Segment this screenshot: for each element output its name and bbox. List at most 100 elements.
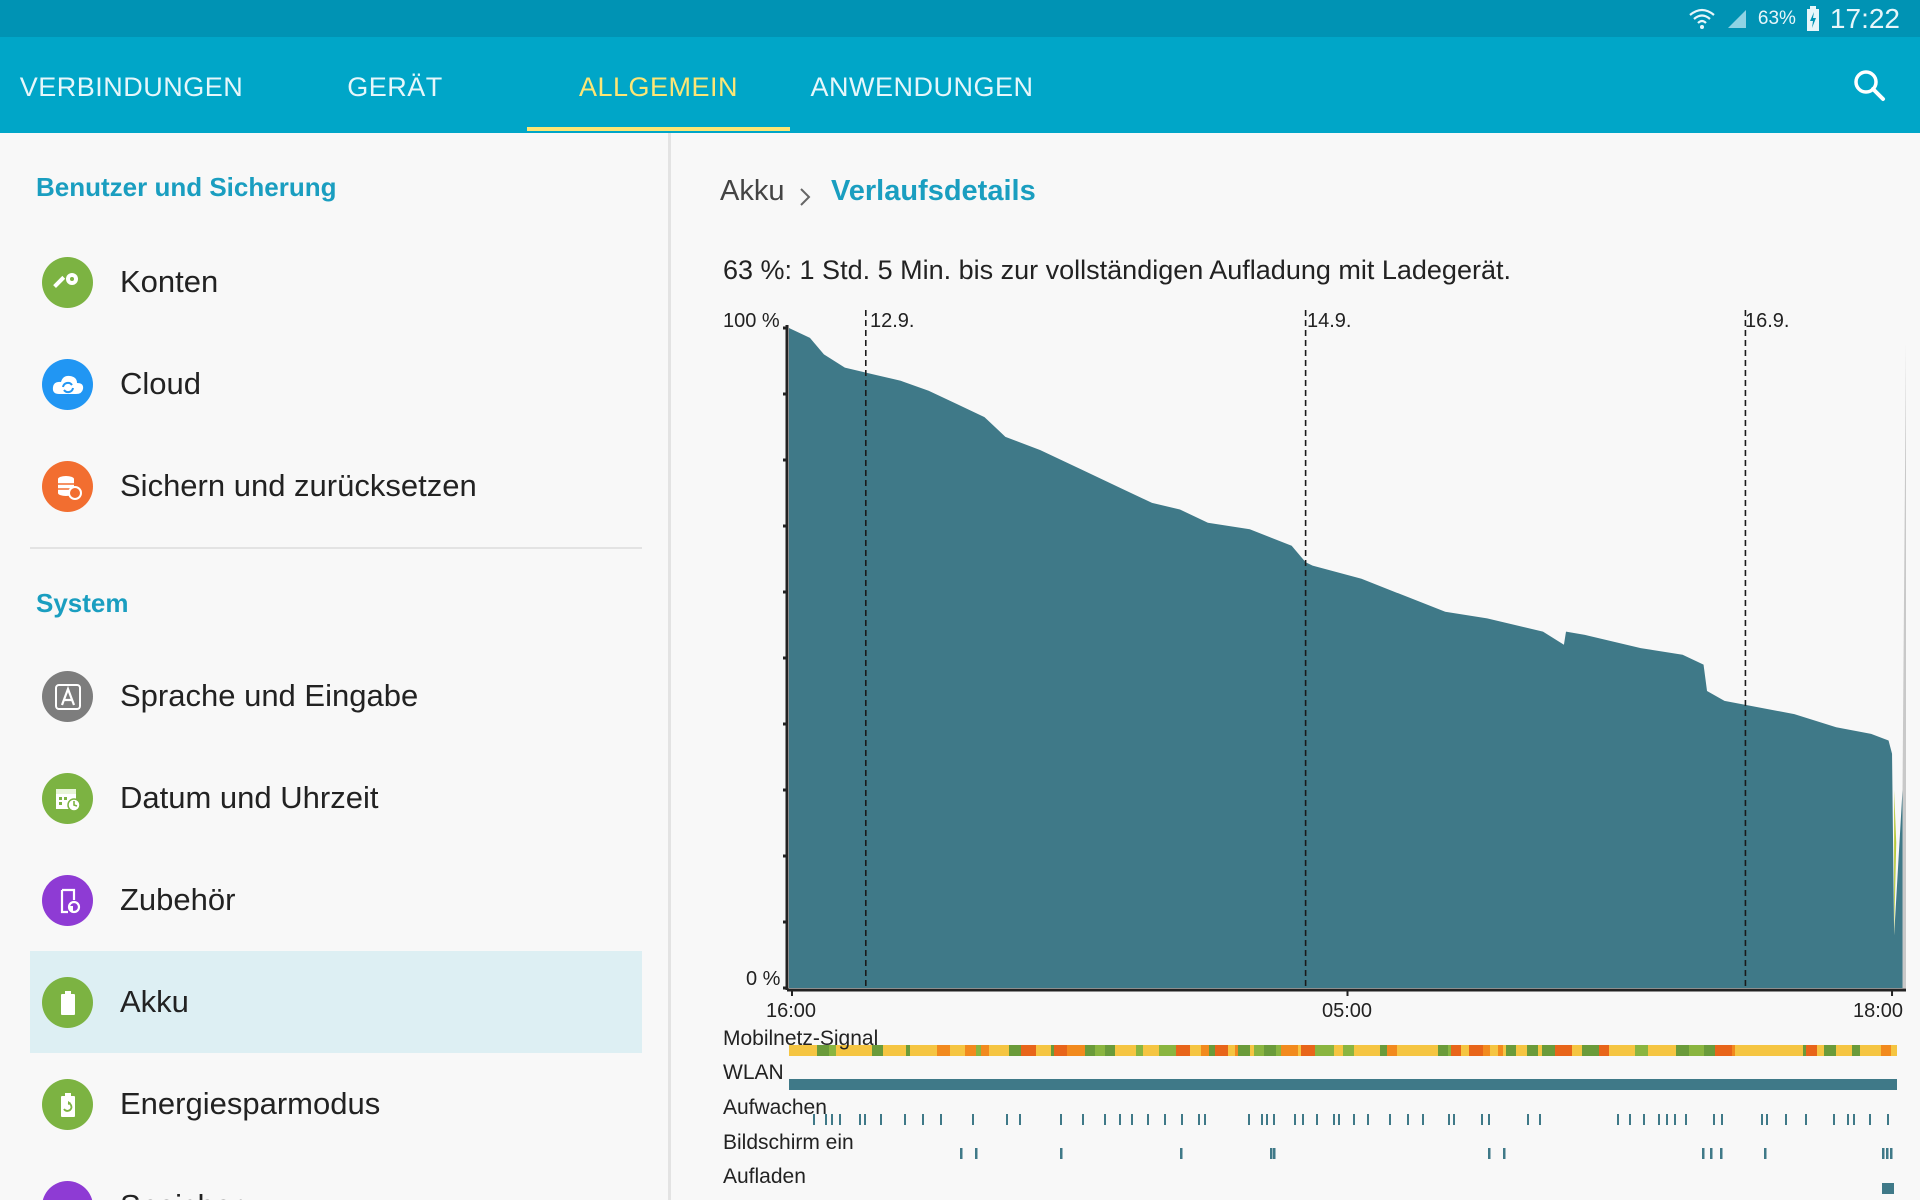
screen-on-tick [1886,1148,1889,1159]
sidebar-item-label: Konten [120,264,219,299]
signal-segment [1054,1045,1067,1056]
sidebar-item-energiesparmodus[interactable]: Energiesparmodus [30,1053,642,1155]
signal-segment [1250,1045,1254,1056]
signal-segment [1503,1045,1506,1056]
signal-segment [1190,1045,1201,1056]
search-icon[interactable] [1850,66,1890,106]
signal-segment [1235,1045,1238,1056]
signal-segment [1412,1045,1417,1056]
wake-tick [1333,1114,1335,1125]
sidebar-item-sichern-und-zuruecksetzen[interactable]: Sichern und zurücksetzen [30,435,642,537]
tab-geraet[interactable]: GERÄT [347,72,443,102]
signal-segment [1745,1045,1758,1056]
screen-on-tick [1503,1148,1506,1159]
sidebar-item-zubehoer[interactable]: Zubehör [30,849,642,951]
sidebar-item-sprache-und-eingabe[interactable]: Sprache und Eingabe [30,645,642,747]
sidebar-item-konten[interactable]: Konten [30,231,642,333]
x-tick-label: 05:00 [1322,1000,1373,1022]
wake-tick [1338,1114,1340,1125]
wake-tick [1019,1114,1021,1125]
wake-tick [1407,1114,1409,1125]
signal-segment [1254,1045,1264,1056]
signal-segment [1397,1045,1412,1056]
date-marker-label: 12.9. [870,310,915,332]
sidebar-item-label: Akku [120,984,189,1019]
wake-tick [1481,1114,1483,1125]
sidebar-item-label: Speicher [120,1155,242,1200]
wake-tick [1119,1114,1121,1125]
signal-segment [1806,1045,1811,1056]
wake-tick [1006,1114,1008,1125]
wake-tick [1766,1114,1768,1125]
signal-segment [1051,1045,1054,1056]
signal-segment [937,1045,950,1056]
signal-segment [1238,1045,1250,1056]
signal-segment [1771,1045,1777,1056]
wake-tick [1853,1114,1855,1125]
signal-segment [965,1045,976,1056]
row-label-wlan: WLAN [723,1061,784,1084]
wake-tick [1643,1114,1645,1125]
signal-segment [1417,1045,1429,1056]
signal-segment [1176,1045,1190,1056]
wake-tick [922,1114,924,1125]
wake-tick [1294,1114,1296,1125]
screen-on-tick [960,1148,963,1159]
signal-segment [1009,1045,1021,1056]
signal-segment [1370,1045,1380,1056]
sidebar-item-cloud[interactable]: Cloud [30,333,642,435]
wake-tick [1674,1114,1676,1125]
wake-tick [1353,1114,1355,1125]
wake-tick [1805,1114,1807,1125]
signal-segment [1527,1045,1538,1056]
panel-divider [668,133,671,1200]
tab-allgemein[interactable]: ALLGEMEIN [578,72,739,102]
sidebar-item-datum-und-uhrzeit[interactable]: Datum und Uhrzeit [30,747,642,849]
tab-anwendungen[interactable]: ANWENDUNGEN [810,72,1034,102]
battery-percent: 63% [1757,7,1796,29]
sidebar-item-akku[interactable]: Akku [30,951,642,1053]
signal-segment [1542,1045,1555,1056]
breadcrumb-root[interactable]: Akku [720,175,785,207]
tab-bar: VERBINDUNGEN GERÄT ALLGEMEIN ANWENDUNGEN [0,37,1920,133]
wake-tick [1266,1114,1268,1125]
section-system: System [36,588,129,618]
screen-on-tick [975,1148,978,1159]
date-marker-label: 16.9. [1745,310,1790,332]
wake-tick [1539,1114,1541,1125]
signal-segment [1201,1045,1209,1056]
wake-tick [1887,1114,1889,1125]
tab-verbindungen[interactable]: VERBINDUNGEN [19,72,244,102]
signal-segment [1036,1045,1041,1056]
cloud-sync-icon [42,359,93,410]
signal-segment [1803,1045,1806,1056]
signal-segment [1438,1045,1448,1056]
signal-segment [1334,1045,1339,1056]
signal-segment [1824,1045,1836,1056]
wake-tick [1302,1114,1304,1125]
signal-segment [1572,1045,1582,1056]
sidebar-item-speicher[interactable]: Speicher [30,1155,642,1200]
wake-tick [940,1114,942,1125]
wake-tick [880,1114,882,1125]
signal-segment [1067,1045,1085,1056]
signal-segment [928,1045,937,1056]
wake-tick [1869,1114,1871,1125]
signal-segment [1115,1045,1122,1056]
signal-segment [1836,1045,1852,1056]
clock: 17:22 [1829,2,1900,34]
wake-tick [1453,1114,1455,1125]
battery-charging-icon [1806,5,1819,31]
signal-segment [1281,1045,1298,1056]
wake-tick [972,1114,974,1125]
signal-segment [1085,1045,1095,1056]
signal-segment [1298,1045,1301,1056]
section-benutzer-und-sicherung: Benutzer und Sicherung [36,172,337,202]
signal-segment [1785,1045,1803,1056]
wake-tick [1060,1114,1062,1125]
wake-tick [1527,1114,1529,1125]
wake-tick [1261,1114,1263,1125]
wake-tick [1389,1114,1391,1125]
signal-segment [1881,1045,1891,1056]
signal-segment [981,1045,989,1056]
